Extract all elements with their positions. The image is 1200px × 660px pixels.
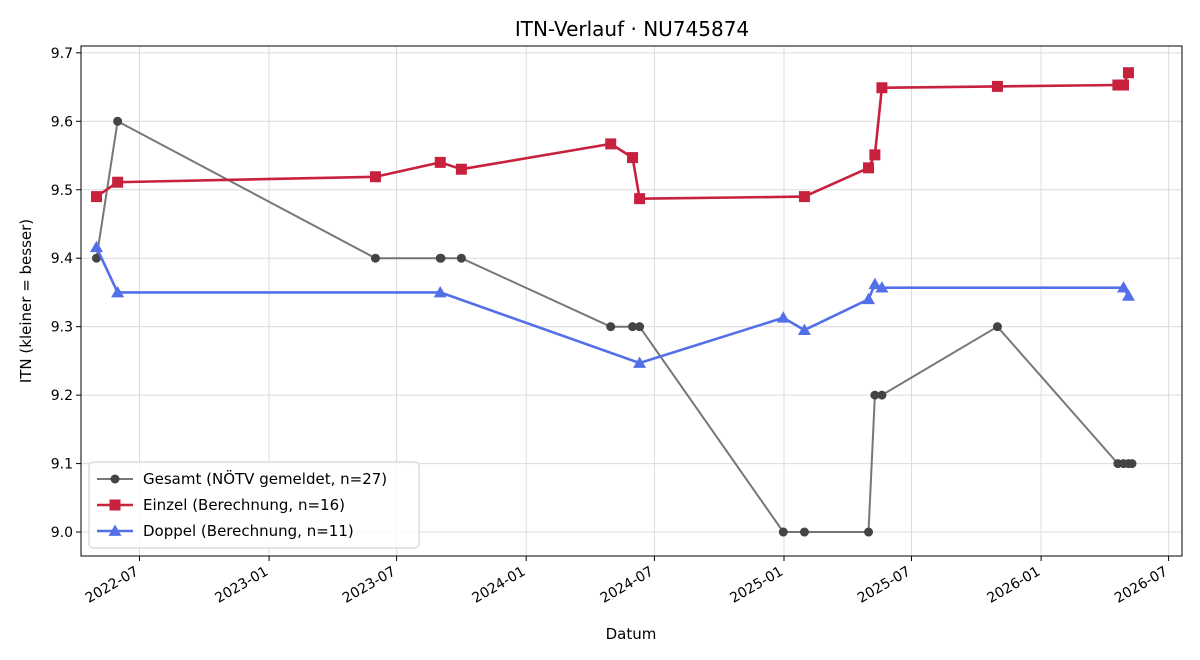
- data-point: [863, 162, 875, 174]
- data-point: [992, 322, 1002, 332]
- data-point: [1121, 289, 1135, 301]
- data-point: [634, 193, 646, 205]
- series-line: [95, 246, 1130, 365]
- data-point: [1127, 459, 1137, 469]
- legend-label: Einzel (Berechnung, n=16): [143, 496, 345, 514]
- data-point: [875, 281, 889, 293]
- data-point: [90, 191, 102, 203]
- data-point: [91, 253, 101, 263]
- x-tick-label: 2026-07: [1112, 564, 1171, 607]
- legend: Gesamt (NÖTV gemeldet, n=27) Einzel (Bere…: [88, 461, 420, 549]
- series-layer: [89, 67, 1137, 537]
- legend-frame: [88, 461, 420, 549]
- data-point: [991, 80, 1003, 92]
- data-point: [113, 116, 123, 126]
- data-point: [778, 527, 788, 537]
- x-tick-label: 2025-01: [727, 564, 786, 607]
- data-point: [111, 285, 125, 298]
- data-point: [606, 322, 616, 332]
- x-axis-title: Datum: [606, 625, 657, 643]
- data-point: [370, 253, 380, 263]
- y-tick-label: 9.2: [51, 388, 73, 404]
- x-tick-label: 2024-01: [470, 564, 529, 607]
- data-point: [1117, 281, 1131, 293]
- data-point: [455, 163, 467, 175]
- y-axis-title: ITN (kleiner = besser): [17, 219, 35, 383]
- grid-lines: [81, 46, 1182, 556]
- data-point: [877, 390, 887, 400]
- data-point: [605, 138, 617, 150]
- y-tick-label: 9.0: [51, 525, 73, 541]
- legend-swatch-marker: [109, 499, 121, 511]
- legend-label: Gesamt (NÖTV gemeldet, n=27): [143, 469, 387, 488]
- data-point: [864, 527, 874, 537]
- series-line: [95, 72, 1130, 200]
- y-tick-label: 9.3: [51, 320, 73, 336]
- y-tick-label: 9.5: [51, 183, 73, 199]
- data-point: [112, 176, 124, 188]
- x-tick-label: 2022-07: [83, 564, 142, 607]
- data-point: [369, 171, 381, 183]
- plot-frame: [80, 45, 1183, 557]
- x-tick-label: 2026-01: [984, 564, 1043, 607]
- chart-title: ITN-Verlauf · NU745874: [515, 17, 749, 41]
- series-1: [90, 67, 1134, 205]
- data-point: [434, 156, 446, 168]
- series-2: [89, 240, 1135, 368]
- data-point: [870, 390, 880, 400]
- y-axis-ticks: 9.0 9.1 9.2 9.3 9.4 9.5 9.6 9.7: [51, 46, 81, 541]
- legend-label: Doppel (Berechnung, n=11): [143, 522, 354, 540]
- data-point: [799, 527, 809, 537]
- y-tick-label: 9.7: [51, 46, 73, 62]
- data-point: [633, 356, 647, 368]
- data-point: [798, 191, 810, 203]
- legend-swatch-marker: [108, 524, 122, 536]
- x-tick-label: 2024-07: [598, 564, 657, 607]
- y-tick-label: 9.4: [51, 251, 73, 267]
- data-point: [635, 322, 645, 332]
- x-tick-label: 2025-07: [855, 564, 914, 607]
- data-point: [1118, 79, 1130, 91]
- data-point: [89, 240, 103, 253]
- y-tick-label: 9.1: [51, 457, 73, 473]
- data-point: [627, 152, 639, 164]
- data-point: [776, 311, 790, 323]
- data-point: [628, 322, 638, 332]
- data-point: [1112, 79, 1124, 91]
- data-point: [862, 292, 876, 305]
- data-point: [436, 253, 446, 263]
- x-tick-label: 2023-01: [212, 564, 271, 607]
- data-point: [797, 323, 811, 335]
- data-point: [868, 277, 882, 290]
- x-axis-ticks: 2022-07 2023-01 2023-07 2024-01 2024-07 2025-…: [83, 556, 1171, 607]
- data-point: [1122, 67, 1134, 79]
- data-point: [456, 253, 466, 263]
- data-point: [433, 285, 447, 298]
- data-point: [876, 82, 888, 94]
- y-tick-label: 9.6: [51, 114, 73, 130]
- x-tick-label: 2023-07: [340, 564, 399, 607]
- data-point: [869, 149, 881, 161]
- legend-swatch-marker: [110, 474, 120, 484]
- series-0: [91, 116, 1137, 537]
